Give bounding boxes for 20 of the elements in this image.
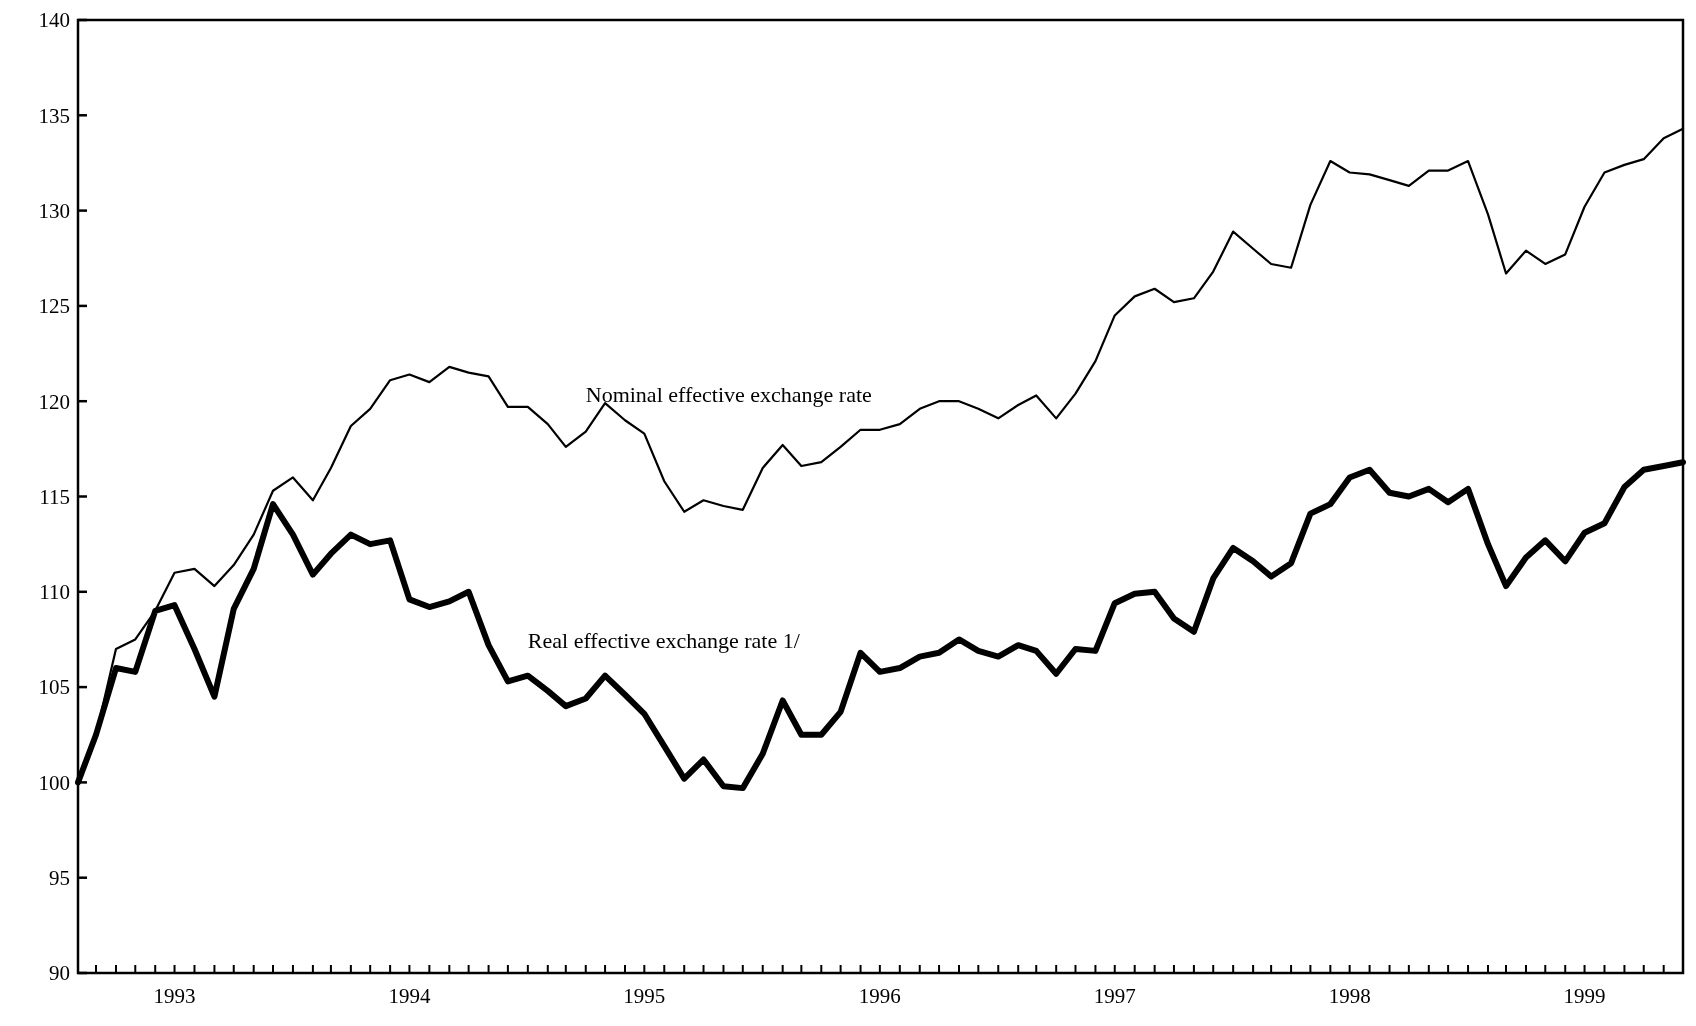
y-tick-label: 130 bbox=[38, 198, 70, 223]
x-tick-label: 1999 bbox=[1563, 984, 1606, 1008]
y-tick-label: 95 bbox=[49, 866, 70, 891]
y-tick-label: 125 bbox=[38, 294, 70, 319]
x-tick-label: 1997 bbox=[1093, 984, 1136, 1008]
x-tick-label: 1998 bbox=[1328, 984, 1371, 1008]
y-tick-label: 135 bbox=[38, 103, 70, 128]
y-tick-label: 140 bbox=[38, 8, 70, 33]
y-tick-label: 100 bbox=[38, 770, 70, 795]
y-tick-label: 115 bbox=[39, 484, 70, 509]
x-tick-label: 1994 bbox=[388, 984, 431, 1008]
x-tick-label: 1995 bbox=[623, 984, 666, 1008]
x-tick-label: 1996 bbox=[858, 984, 901, 1008]
x-tick-label: 1993 bbox=[153, 984, 196, 1008]
series-label: Real effective exchange rate 1/ bbox=[527, 627, 801, 653]
y-tick-label: 110 bbox=[39, 580, 70, 605]
y-tick-label: 105 bbox=[38, 675, 70, 700]
y-tick-label: 90 bbox=[49, 961, 70, 986]
series-label: Nominal effective exchange rate bbox=[585, 381, 872, 407]
y-tick-label: 120 bbox=[38, 389, 70, 414]
